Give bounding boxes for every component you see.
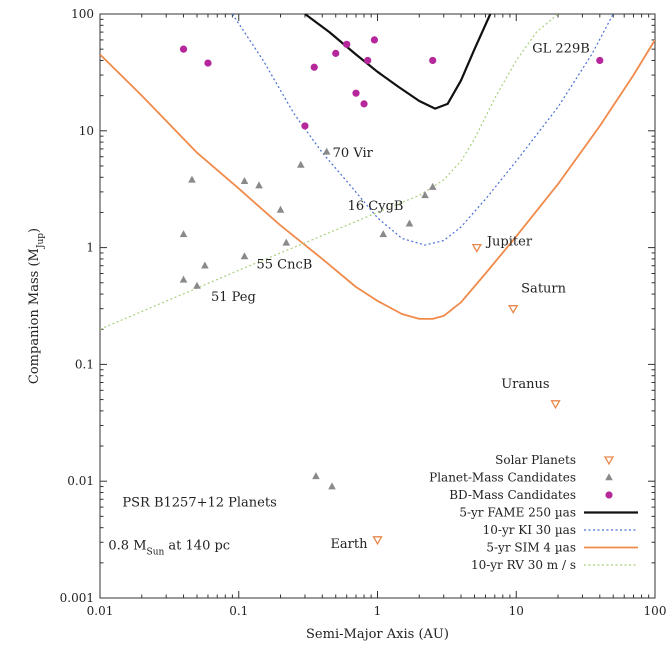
- annotation: PSR B1257+12 Planets: [122, 495, 276, 510]
- point-planet_mass: [179, 230, 188, 238]
- point-planet_mass: [296, 160, 305, 168]
- y-tick-label: 0.001: [60, 591, 94, 605]
- curve-ki: [231, 14, 614, 246]
- point-planet_mass: [193, 281, 201, 289]
- curve-rv: [100, 14, 559, 330]
- y-tick-label: 0.01: [67, 474, 94, 488]
- point-label: Earth: [330, 537, 368, 552]
- point-label: Jupiter: [485, 235, 533, 250]
- y-axis-title: Companion Mass (MJup): [27, 228, 46, 384]
- y-tick-label: 100: [71, 7, 94, 21]
- legend-label: 5-yr FAME 250 µas: [459, 506, 576, 520]
- point-bd_mass: [360, 100, 368, 108]
- y-tick-label: 10: [79, 124, 94, 138]
- point-planet_mass: [201, 261, 209, 269]
- point-planet_mass: [421, 191, 429, 199]
- point-bd_mass: [429, 56, 437, 65]
- point-bd_mass: [179, 45, 188, 53]
- point-bd_mass: [370, 36, 379, 44]
- point-planet_mass: [240, 252, 249, 260]
- point-bd_mass: [332, 49, 340, 57]
- point-planet_mass: [312, 472, 320, 480]
- point-planet_mass: [282, 238, 291, 246]
- point-label: GL 229B: [532, 41, 590, 56]
- legend-label: Solar Planets: [495, 453, 576, 467]
- x-tick-label: 100: [644, 604, 667, 618]
- curve-sim: [100, 39, 655, 320]
- point-bd_mass: [364, 56, 372, 65]
- point-planet_mass: [322, 147, 331, 155]
- y-tick-label: 1: [86, 241, 94, 255]
- point-solar: [471, 243, 482, 253]
- legend-label: 10-yr RV 30 m / s: [471, 558, 576, 572]
- x-axis-title: Semi-Major Axis (AU): [306, 627, 449, 642]
- legend-label: 10-yr KI 30 µas: [483, 523, 576, 537]
- annotation: 0.8 MSun at 140 pc: [108, 539, 230, 558]
- legend-marker-bd_mass: [605, 491, 613, 499]
- point-planet_mass: [405, 219, 414, 227]
- point-solar: [372, 536, 383, 546]
- point-bd_mass: [596, 56, 604, 65]
- point-planet_mass: [276, 205, 285, 213]
- legend-label: BD-Mass Candidates: [449, 488, 576, 502]
- point-label: 51 Peg: [211, 290, 256, 305]
- point-label: 55 CncB: [256, 257, 312, 272]
- legend-marker-solar: [603, 456, 615, 466]
- legend-label: 5-yr SIM 4 µas: [486, 541, 576, 555]
- point-bd_mass: [343, 40, 351, 48]
- x-tick-label: 0.01: [87, 604, 114, 618]
- point-solar: [550, 400, 561, 410]
- curve-fame: [304, 14, 492, 110]
- point-bd_mass: [310, 63, 318, 71]
- point-solar: [508, 305, 519, 314]
- point-label: 70 Vir: [333, 146, 374, 161]
- axis-ticks: [99, 14, 655, 599]
- point-planet_mass: [188, 175, 196, 183]
- x-tick-label: 1: [374, 604, 382, 618]
- point-bd_mass: [204, 59, 212, 67]
- point-label: Uranus: [501, 377, 549, 392]
- legend: Solar Planets Planet-Mass Candidates BD-Ma…: [429, 453, 638, 572]
- x-tick-label: 0.1: [229, 604, 248, 618]
- point-bd_mass: [352, 89, 360, 97]
- point-planet_mass: [240, 177, 249, 185]
- legend-marker-planet_mass: [605, 473, 613, 481]
- point-planet_mass: [255, 181, 263, 189]
- point-planet_mass: [328, 482, 336, 490]
- data-points: Earth Jupiter Saturn Uranus 51 Peg 55 CncB 70 …: [179, 36, 604, 552]
- point-label: 16 CygB: [348, 199, 404, 214]
- x-tick-label: 10: [509, 604, 524, 618]
- point-planet_mass: [428, 182, 437, 190]
- y-tick-label: 0.1: [75, 357, 94, 371]
- legend-label: Planet-Mass Candidates: [429, 471, 576, 485]
- point-bd_mass: [301, 122, 309, 130]
- point-planet_mass: [179, 275, 188, 283]
- point-planet_mass: [379, 230, 388, 238]
- point-label: Saturn: [521, 282, 566, 297]
